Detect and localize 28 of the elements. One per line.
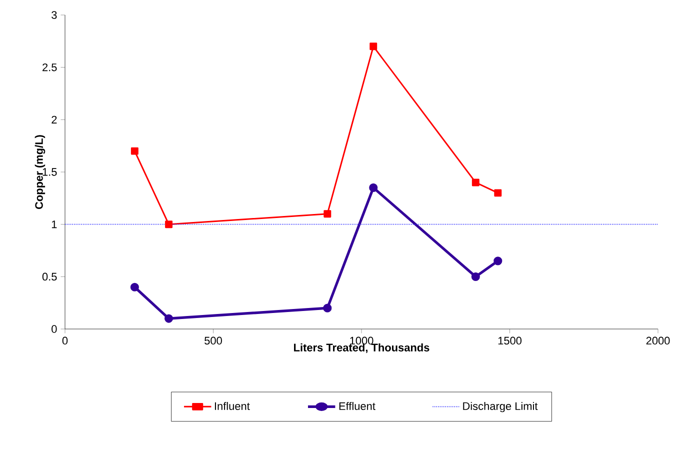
y-tick-label: 0.5 bbox=[42, 272, 57, 281]
y-tick-label: 2.5 bbox=[42, 63, 57, 72]
legend-label: Influent bbox=[214, 402, 250, 410]
point bbox=[472, 178, 480, 186]
x-tick-label: 1000 bbox=[350, 336, 374, 345]
y-tick-label: 3 bbox=[52, 11, 57, 19]
point bbox=[165, 220, 173, 228]
x-tick-label: 500 bbox=[204, 336, 222, 345]
x-tick-label: 1500 bbox=[498, 336, 522, 345]
y-tick-label: 0 bbox=[52, 325, 57, 333]
x-axis-title: Liters Treated, Thousands bbox=[294, 343, 430, 354]
point bbox=[494, 256, 502, 266]
point bbox=[164, 314, 174, 323]
x-tick-label: 0 bbox=[62, 336, 68, 345]
point bbox=[324, 210, 332, 218]
point bbox=[130, 282, 139, 292]
point bbox=[370, 42, 378, 50]
point bbox=[323, 304, 332, 312]
y-tick-label: 1 bbox=[52, 220, 57, 228]
point bbox=[369, 183, 378, 192]
point bbox=[471, 272, 480, 281]
y-tick-label: 2 bbox=[52, 116, 57, 124]
x-tick-label: 2000 bbox=[646, 336, 670, 345]
point bbox=[494, 189, 502, 197]
y-tick-label: 1.5 bbox=[42, 168, 57, 176]
legend-label: Discharge Limit bbox=[463, 402, 538, 412]
legend-label: Effluent bbox=[339, 402, 376, 410]
point bbox=[130, 147, 138, 155]
